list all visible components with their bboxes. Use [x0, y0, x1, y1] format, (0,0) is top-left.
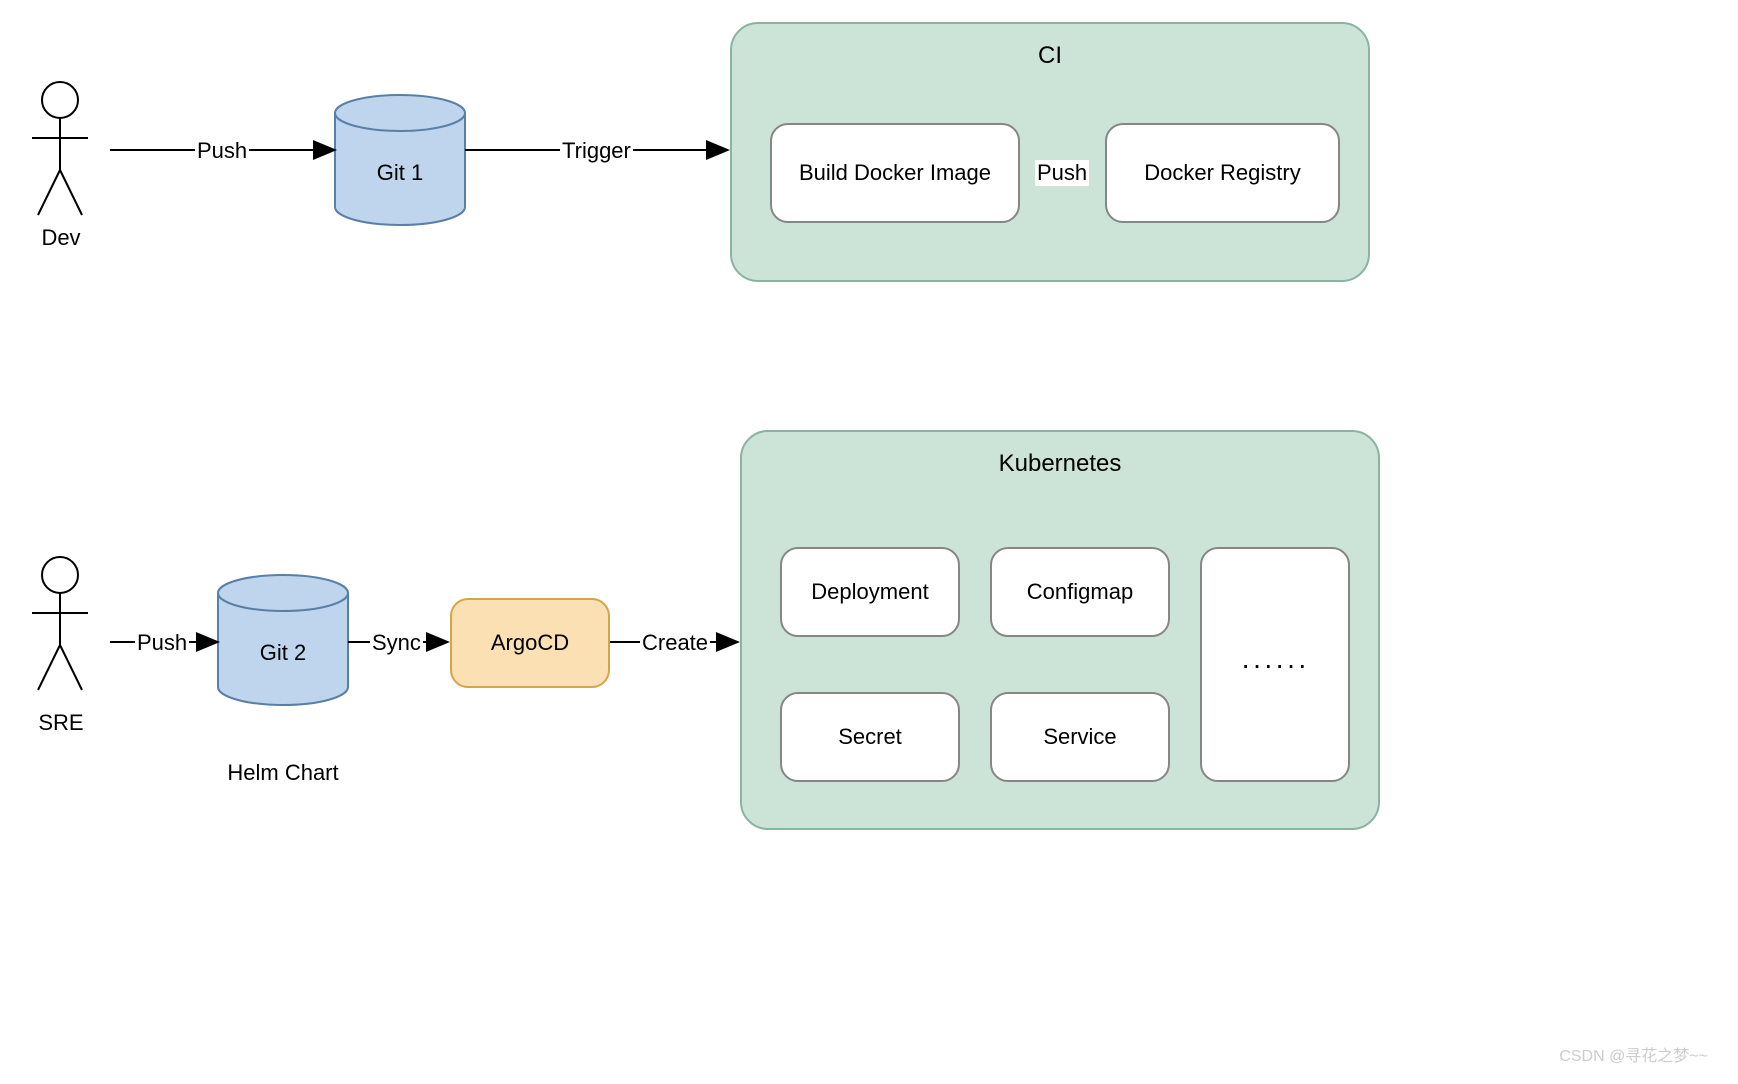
docker-registry-node: Docker Registry: [1105, 123, 1340, 223]
edge-argocd-k8s-label: Create: [640, 630, 710, 656]
deployment-node: Deployment: [780, 547, 960, 637]
service-label: Service: [1043, 724, 1116, 750]
secret-label: Secret: [838, 724, 902, 750]
git1-label: Git 1: [335, 160, 465, 186]
configmap-node: Configmap: [990, 547, 1170, 637]
argocd-node: ArgoCD: [450, 598, 610, 688]
edge-git1-ci-label: Trigger: [560, 138, 633, 164]
sre-actor-label: SRE: [26, 710, 96, 736]
edge-sre-git2-label: Push: [135, 630, 189, 656]
build-docker-node: Build Docker Image: [770, 123, 1020, 223]
kubernetes-title: Kubernetes: [997, 450, 1124, 478]
more-node: ······: [1200, 547, 1350, 782]
docker-registry-label: Docker Registry: [1144, 160, 1300, 186]
deployment-label: Deployment: [811, 579, 928, 605]
git2-label: Git 2: [218, 640, 348, 666]
edge-git2-argocd-label: Sync: [370, 630, 423, 656]
build-docker-label: Build Docker Image: [799, 160, 991, 186]
secret-node: Secret: [780, 692, 960, 782]
configmap-label: Configmap: [1027, 579, 1133, 605]
edge-dev-git1-label: Push: [195, 138, 249, 164]
edge-build-registry-label: Push: [1035, 160, 1089, 186]
dev-actor-label: Dev: [26, 225, 96, 251]
watermark-text: CSDN @寻花之梦~~: [1559, 1042, 1708, 1066]
service-node: Service: [990, 692, 1170, 782]
ci-title: CI: [1036, 42, 1064, 70]
argocd-label: ArgoCD: [491, 630, 569, 656]
git2-sublabel: Helm Chart: [188, 760, 378, 786]
more-label: ······: [1241, 649, 1309, 681]
